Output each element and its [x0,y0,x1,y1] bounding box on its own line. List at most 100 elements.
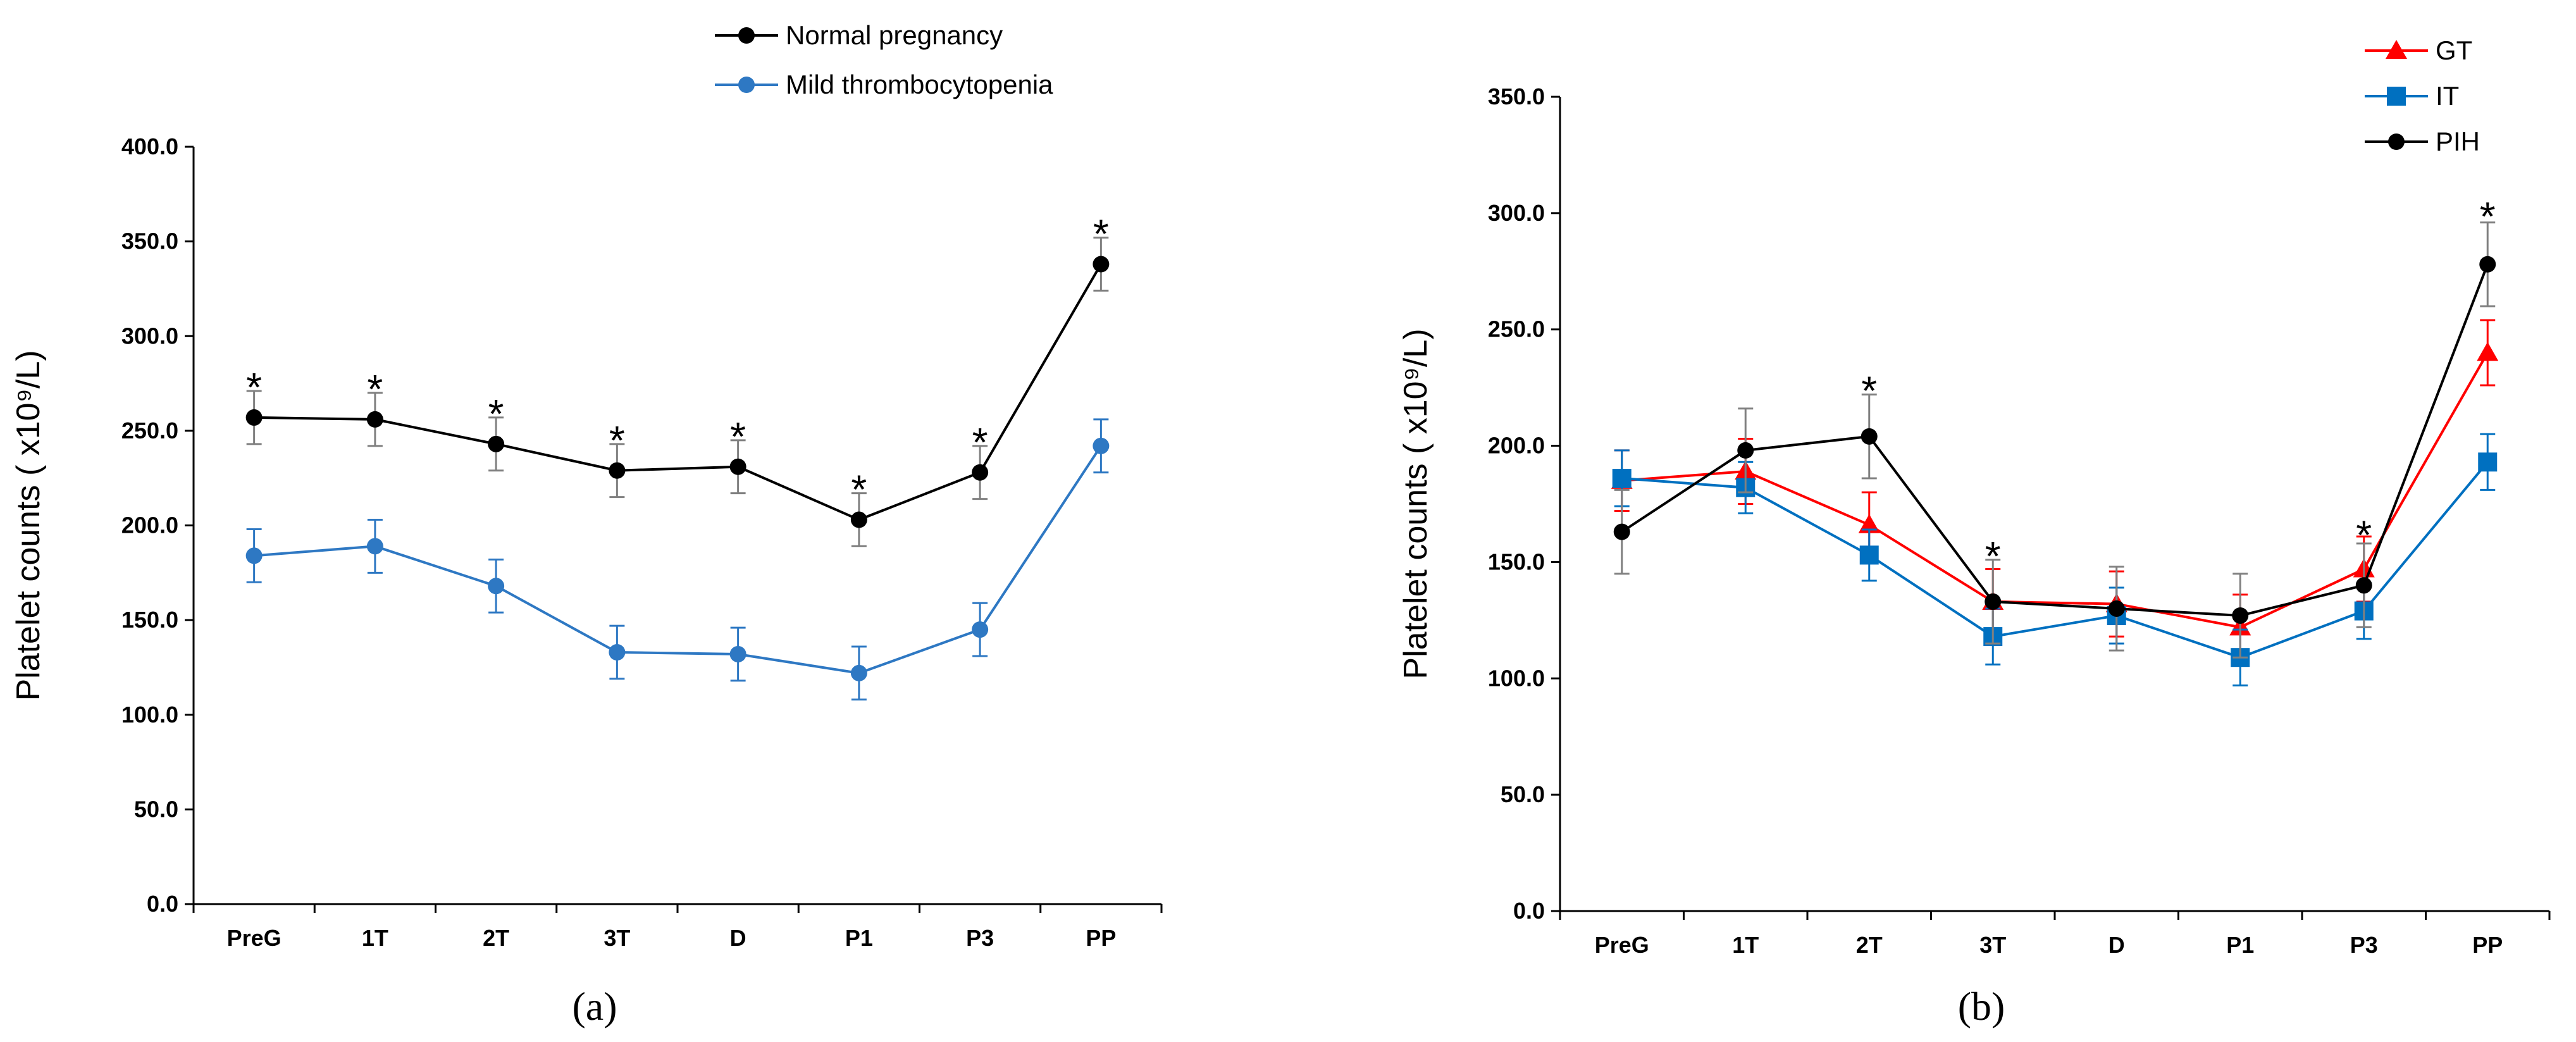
legend-label: Normal pregnancy [786,20,1003,50]
significance-star: * [2356,512,2372,558]
significance-star: * [730,414,746,459]
legend: GT IT PIH [2365,35,2480,156]
data-point [2355,577,2372,594]
series-line [1621,461,2489,659]
data-point [2108,600,2125,617]
x-tick-label: 3T [1979,932,2006,958]
panel-b: 0.0 50.0 100.0 150.0 200.0 250.0 300.0 350.0 Pre… [1397,35,2551,1029]
y-tick-label: 100.0 [121,702,178,728]
data-point [488,578,505,595]
legend-marker [738,77,755,93]
y-tick-label: 200.0 [121,512,178,538]
significance-star: * [488,391,504,437]
x-tick-label: D [2108,932,2125,958]
significance-star: * [609,418,625,463]
y-axis-title: Platelet counts ( x10⁹/L) [1397,328,1434,679]
data-point [2479,256,2496,273]
y-tick-label: 50.0 [1501,781,1545,807]
significance-star: * [2480,194,2496,239]
data-point [366,538,383,555]
y-tick-label: 250.0 [121,418,178,443]
legend-label: PIH [2436,127,2480,156]
x-tick-label: P1 [2226,932,2254,958]
x-tick-label: 3T [604,925,630,951]
data-point [1612,469,1632,488]
significance-star: * [1985,533,2001,579]
legend-marker [2386,40,2407,59]
y-tick-label: 300.0 [121,323,178,349]
x-tick-label: D [730,925,746,951]
data-point [972,464,989,481]
data-point [850,511,867,528]
legend-marker [738,27,755,44]
y-tick-label: 100.0 [1488,665,1545,691]
data-point [1858,514,1880,533]
data-point [366,411,383,428]
data-point [1861,428,1878,445]
data-point [1093,437,1110,454]
x-tick-label: 2T [483,925,509,951]
y-tick-label: 200.0 [1488,433,1545,459]
y-axis-title: Platelet counts ( x10⁹/L) [10,350,47,700]
series-line [1621,264,2489,617]
significance-star: * [1861,368,1877,414]
y-tick-label: 0.0 [147,891,178,917]
legend-entry: Mild thrombocytopenia [715,70,1053,99]
legend-marker [2387,87,2406,106]
legend-label: GT [2436,35,2472,65]
data-point [2232,607,2249,624]
series-line [254,263,1103,521]
data-point [245,409,263,426]
data-point [2478,452,2498,472]
x-tick-label: PP [2472,932,2503,958]
legend-entry: GT [2365,35,2472,65]
panel-caption: (b) [1958,984,2005,1029]
y-tick-label: 0.0 [1513,898,1545,924]
series-line [254,445,1103,674]
y-tick-label: 300.0 [1488,200,1545,226]
x-tick-label: 2T [1856,932,1883,958]
panel-caption: (a) [572,984,617,1029]
x-tick-label: PP [1086,925,1116,951]
legend-label: IT [2436,81,2459,111]
data-point [1985,593,2002,610]
x-tick-label: PreG [1595,932,1649,958]
y-tick-label: 150.0 [121,607,178,633]
series-mild-thrombocytopenia [245,418,1110,701]
significance-star: * [851,467,867,512]
data-point [1613,523,1630,540]
significance-star: * [1093,211,1109,257]
data-point [488,435,505,452]
data-point [1737,442,1754,459]
significance-star: * [246,364,262,410]
legend-entry: IT [2365,81,2459,111]
y-tick-label: 350.0 [121,228,178,254]
panel-a: 0.0 50.0 100.0 150.0 200.0 250.0 300.0 350.0 400… [10,20,1163,1029]
significance-star: * [972,419,988,465]
data-point [972,621,989,638]
x-tick-label: PreG [227,925,282,951]
y-tick-label: 350.0 [1488,84,1545,109]
y-tick-label: 150.0 [1488,549,1545,574]
legend-marker [2388,133,2405,150]
data-point [609,462,626,479]
legend-label: Mild thrombocytopenia [786,70,1053,99]
data-point [609,643,626,661]
data-point [1093,256,1110,273]
x-tick-label: P3 [966,925,994,951]
data-point [2477,342,2499,361]
x-tick-label: P1 [845,925,873,951]
data-point [1859,545,1879,565]
data-point [245,547,263,564]
series-pih [1613,221,2496,659]
legend: Normal pregnancy Mild thrombocytopenia [715,20,1053,99]
legend-entry: Normal pregnancy [715,20,1003,50]
x-tick-label: 1T [1732,932,1759,958]
data-point [729,645,746,662]
significance-star: * [367,366,383,412]
series-normal-pregnancy [245,237,1110,547]
y-tick-label: 250.0 [1488,316,1545,342]
y-tick-label: 400.0 [121,133,178,159]
data-point [850,664,867,681]
data-point [729,458,746,475]
